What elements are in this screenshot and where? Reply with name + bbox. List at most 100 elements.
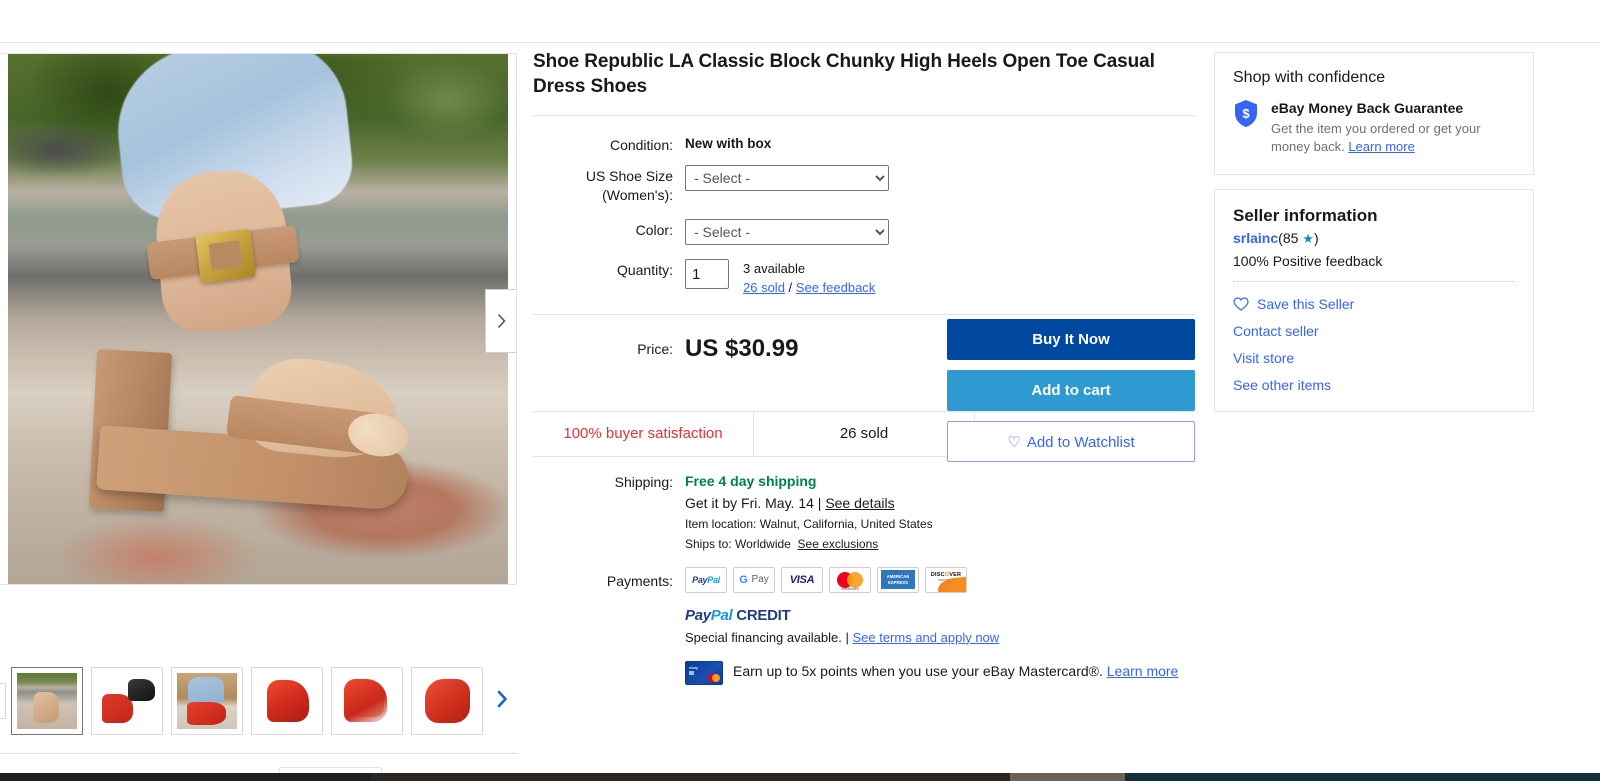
shoe-size-row: US Shoe Size (Women's): - Select -: [533, 165, 1195, 205]
save-this-seller-label: Save this Seller: [1257, 296, 1355, 313]
quantity-input[interactable]: [685, 259, 729, 290]
money-back-learn-more-link[interactable]: Learn more: [1348, 139, 1415, 155]
thumbnail-strip: [0, 666, 517, 736]
add-to-watchlist-button[interactable]: ♡ Add to Watchlist: [947, 420, 1195, 462]
seller-divider: [1233, 281, 1515, 283]
color-label: Color:: [635, 222, 673, 239]
thumbnail-6[interactable]: [411, 667, 483, 735]
seller-information-panel: Seller information srlainc(85 ★) 100% Po…: [1214, 189, 1534, 413]
thumbnail-6-image: [417, 673, 477, 729]
seller-rating-close: ): [1313, 230, 1319, 247]
visit-store-link[interactable]: Visit store: [1233, 350, 1515, 366]
google-pay-icon: G Pay: [733, 566, 775, 593]
payments-section: Payments: PayPal G Pay VISA: [533, 566, 1195, 685]
seller-rating-value: 85: [1282, 230, 1299, 247]
price-value: US $30.99: [685, 334, 799, 362]
add-to-cart-button[interactable]: Add to cart: [947, 369, 1195, 411]
payment-methods: PayPal G Pay VISA mastercard: [685, 566, 1195, 593]
shop-with-confidence-panel: Shop with confidence $ eBay Money Back G…: [1214, 52, 1534, 176]
hero-image-container: [0, 53, 517, 585]
mastercard-promo-text: Earn up to 5x points when you use your e…: [733, 662, 1103, 679]
item-location-label: Item location:: [685, 516, 757, 531]
ebay-mastercard-icon: ebay: [685, 660, 723, 685]
page-title: Shoe Republic LA Classic Block Chunky Hi…: [533, 51, 1155, 97]
item-location-value: Walnut, California, United States: [759, 516, 933, 531]
see-exclusions-link[interactable]: See exclusions: [797, 536, 879, 551]
shoe-size-label: US Shoe Size (Women's):: [585, 168, 673, 204]
buy-it-now-button[interactable]: Buy It Now: [947, 318, 1195, 360]
quantity-availability: 3 available 26 sold / See feedback: [743, 259, 875, 298]
seller-name-link[interactable]: srlainc: [1233, 230, 1279, 247]
money-back-guarantee-text: Get the item you ordered or get your mon…: [1271, 120, 1481, 155]
svg-text:$: $: [1242, 106, 1250, 121]
product-photo: [8, 54, 508, 584]
american-express-icon: AMERICAN EXPRESS: [877, 566, 919, 593]
thumbnail-next-button[interactable]: [491, 679, 513, 723]
item-details-column: Shoe Republic LA Classic Block Chunky Hi…: [533, 50, 1195, 685]
thumbnail-5[interactable]: [331, 667, 403, 735]
thumbnail-2[interactable]: [91, 667, 163, 735]
sold-count-link[interactable]: 26 sold: [743, 279, 785, 295]
thumbnail-2-image: [97, 673, 157, 729]
cta-buttons: Buy It Now Add to cart ♡ Add to Watchlist: [947, 318, 1195, 472]
image-gallery: $ Have one to sell? Sell now: [0, 53, 517, 781]
shipping-separator: |: [817, 494, 822, 511]
condition-row: Condition: New with box: [533, 134, 1195, 155]
price-divider: [533, 313, 1195, 315]
see-terms-link[interactable]: See terms and apply now: [852, 629, 1000, 645]
price-row: Price: US $30.99: [533, 333, 1195, 363]
sold-separator: /: [788, 279, 793, 295]
seller-rating-open: (: [1278, 230, 1283, 247]
paypal-credit-word: CREDIT: [736, 606, 791, 624]
paypal-credit-pay: Pay: [685, 606, 711, 624]
condition-value: New with box: [685, 136, 772, 152]
thumbnail-1-image: [17, 673, 77, 729]
seller-identity: srlainc(85 ★): [1233, 230, 1515, 247]
gallery-divider: [0, 753, 517, 754]
quantity-row: Quantity: 3 available 26 sold / See feed…: [533, 259, 1195, 298]
save-this-seller-link[interactable]: Save this Seller: [1233, 296, 1515, 312]
see-other-items-link[interactable]: See other items: [1233, 377, 1515, 393]
thumbnail-4-image: [257, 673, 317, 729]
taskbar-segment-2: [1010, 773, 1125, 781]
thumbnail-1[interactable]: [11, 667, 83, 735]
heart-icon: [1233, 297, 1249, 311]
seller-positive-feedback: 100% Positive feedback: [1233, 253, 1383, 270]
thumbnail-3[interactable]: [171, 667, 243, 735]
payments-label: Payments:: [606, 572, 673, 589]
shop-with-confidence-heading: Shop with confidence: [1233, 69, 1386, 86]
photo-buckle: [195, 228, 256, 283]
see-feedback-link[interactable]: See feedback: [795, 279, 876, 295]
paypal-icon: PayPal: [685, 566, 727, 593]
ebay-mastercard-promo: ebay Earn up to 5x points when you use y…: [685, 660, 1195, 685]
financing-separator: |: [845, 629, 849, 645]
visa-icon: VISA: [781, 566, 823, 593]
taskbar-segment-3: [1125, 773, 1600, 781]
thumbnail-4[interactable]: [251, 667, 323, 735]
color-select[interactable]: - Select -: [685, 219, 889, 246]
money-back-guarantee-title: eBay Money Back Guarantee: [1271, 100, 1464, 116]
contact-seller-link[interactable]: Contact seller: [1233, 323, 1515, 339]
see-other-items-label: See other items: [1233, 377, 1332, 394]
hero-product-image[interactable]: [8, 54, 508, 584]
shoe-size-select[interactable]: - Select -: [685, 165, 889, 192]
shipping-label: Shipping:: [614, 473, 673, 490]
item-specifics: Condition: New with box US Shoe Size (Wo…: [533, 134, 1195, 297]
mastercard-learn-more-link[interactable]: Learn more: [1106, 662, 1179, 679]
thumbnail-prev-stub[interactable]: [0, 683, 6, 719]
sidebar-column: Shop with confidence $ eBay Money Back G…: [1214, 52, 1534, 426]
chevron-right-icon: [496, 690, 508, 713]
star-icon: ★: [1302, 231, 1314, 247]
price-label: Price:: [637, 340, 673, 357]
chevron-right-icon: [496, 313, 507, 329]
mastercard-icon: mastercard: [829, 566, 871, 593]
see-details-link[interactable]: See details: [825, 494, 895, 511]
ships-to-value: Worldwide: [735, 536, 791, 551]
hero-next-image-button[interactable]: [485, 289, 516, 353]
paypal-credit-pal: Pal: [710, 606, 733, 624]
heart-icon: ♡: [1007, 433, 1021, 451]
condition-label: Condition:: [609, 137, 673, 154]
paypal-credit-logo: PayPal CREDIT: [685, 607, 1195, 624]
thumbnail-5-image: [337, 673, 397, 729]
